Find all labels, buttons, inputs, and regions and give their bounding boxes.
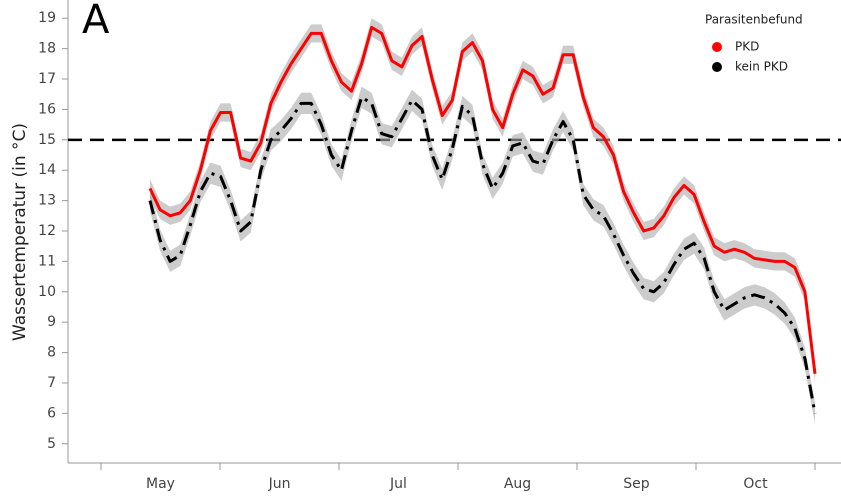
y-tick-label: 10 [38, 284, 56, 300]
legend-title: Parasitenbefund [705, 13, 803, 27]
x-tick-label: Aug [504, 476, 531, 492]
panel-label: A [82, 0, 110, 43]
y-tick-label: 18 [38, 41, 56, 57]
y-tick-label: 12 [38, 223, 56, 239]
x-tick-label: Sep [623, 476, 650, 492]
x-tick-label: Jun [268, 476, 291, 492]
legend-label: PKD [735, 40, 759, 54]
series-line [148, 25, 817, 375]
y-tick-label: 15 [38, 132, 56, 148]
x-tick-label: Jul [389, 476, 407, 492]
legend-label: kein PKD [735, 60, 788, 74]
y-tick-label: 5 [47, 436, 56, 452]
y-tick-label: 7 [47, 375, 56, 391]
legend-marker [712, 62, 722, 72]
y-tick-label: 16 [38, 101, 56, 117]
y-tick-label: 19 [38, 10, 56, 26]
y-tick-label: 14 [38, 162, 56, 178]
confidence-band [150, 18, 815, 383]
y-tick-label: 11 [38, 253, 56, 269]
y-tick-label: 6 [47, 405, 56, 421]
x-tick-label: May [146, 476, 175, 492]
x-tick-label: Oct [743, 476, 768, 492]
y-axis-label: Wassertemperatur (in °C) [10, 123, 30, 341]
y-tick-label: 9 [47, 314, 56, 330]
confidence-band [150, 86, 815, 425]
y-tick-label: 17 [38, 71, 56, 87]
y-tick-label: 13 [38, 193, 56, 209]
series-line [148, 95, 817, 414]
y-tick-label: 8 [47, 345, 56, 361]
legend-marker [712, 42, 722, 52]
